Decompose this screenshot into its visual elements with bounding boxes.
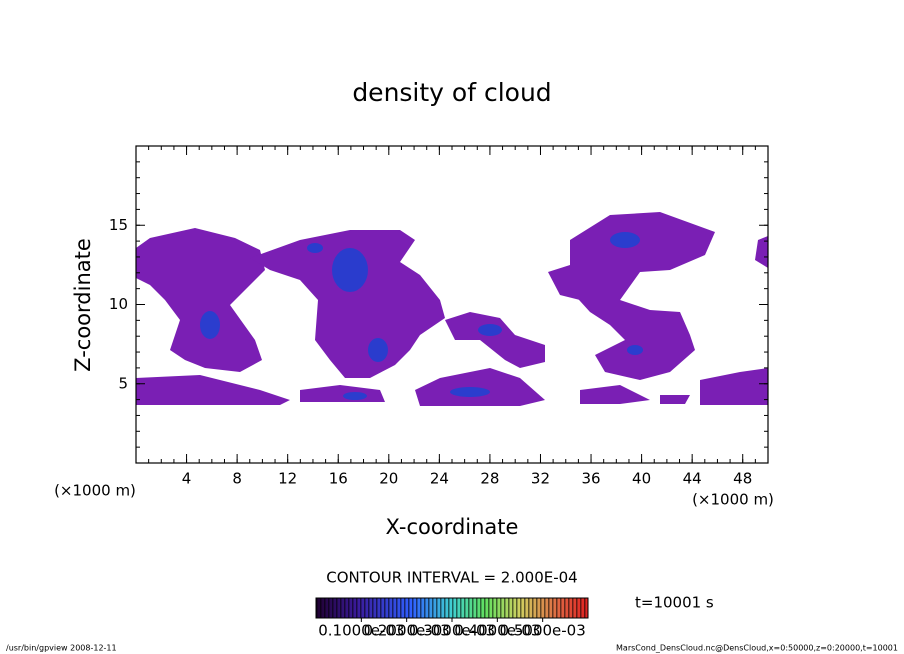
x-axis-label: X-coordinate (386, 515, 519, 539)
colorbar-tick-label: 0.3000e-03 (409, 622, 495, 640)
colorbar-stripes (316, 598, 588, 618)
x-tick-label: 44 (683, 470, 702, 488)
x-tick-label: 40 (632, 470, 651, 488)
cloud-field (136, 212, 768, 406)
x-tick-label: 12 (278, 470, 297, 488)
contour-interval: CONTOUR INTERVAL = 2.000E-04 (326, 569, 577, 587)
x-tick-label: 48 (733, 470, 752, 488)
x-tick-label: 20 (379, 470, 398, 488)
x-tick-label: 36 (581, 470, 600, 488)
colorbar-tick-label: 0.5000e-03 (500, 622, 586, 640)
x-tick-label: 28 (480, 470, 499, 488)
y-tick-label: 15 (109, 216, 128, 234)
colorbar-tick-label: 0.1000e-03 (318, 622, 404, 640)
axes: 4 8 12 16 20 24 28 32 36 40 44 48510150.1000e-030.2… (109, 145, 769, 640)
y-tick-label: 5 (118, 374, 128, 392)
x-tick-label: 32 (531, 470, 550, 488)
footer-left: /usr/bin/gpview 2008-12-11 (6, 644, 117, 653)
x-tick-label: 24 (430, 470, 449, 488)
colorbar-tick-label: 0.2000e-03 (364, 622, 450, 640)
x-unit-right: (×1000 m) (692, 491, 774, 509)
x-tick-label: 16 (329, 470, 348, 488)
time-label: t=10001 s (635, 594, 714, 612)
plot-frame (135, 145, 769, 464)
footer-right: MarsCond_DensCloud.nc@DensCloud,x=0:5000… (616, 644, 898, 653)
x-tick-label: 4 (182, 470, 192, 488)
x-tick-label: 8 (232, 470, 242, 488)
x-unit-left: (×1000 m) (54, 482, 136, 500)
colorbar-tick-label: 0.4000e-03 (454, 622, 540, 640)
colorbar-frame (315, 597, 589, 619)
cloud-core (200, 232, 643, 400)
y-tick-label: 10 (109, 295, 128, 313)
chart-title: density of cloud (352, 78, 551, 107)
y-axis-label: Z-coordinate (71, 238, 95, 372)
